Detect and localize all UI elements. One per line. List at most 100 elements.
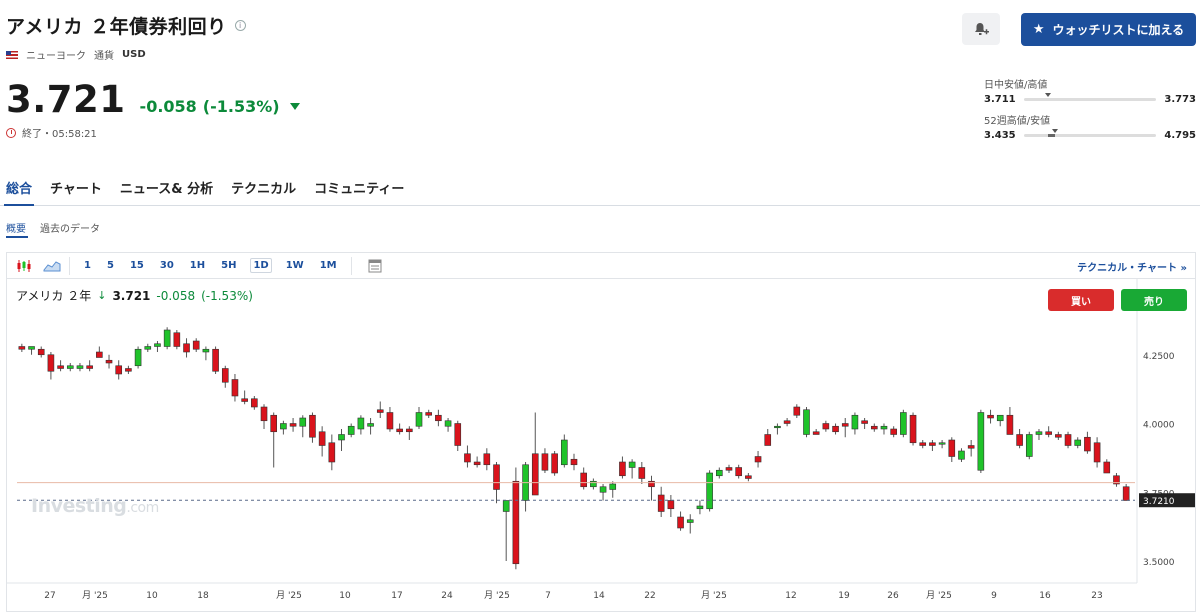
x-tick-label: 17 <box>391 591 402 601</box>
x-tick-label: 27 <box>44 591 55 601</box>
watchlist-button-label: ウォッチリストに加える <box>1052 23 1185 37</box>
tab-news-analysis[interactable]: ニュース& 分析 <box>119 182 214 197</box>
candle-body <box>493 464 500 490</box>
main-tabs: 総合 チャート ニュース& 分析 テクニカル コミュニティー <box>6 178 404 205</box>
timeframe-1w[interactable]: 1W <box>285 260 304 271</box>
candle-body <box>599 486 607 493</box>
candle-body <box>706 472 713 510</box>
down-arrow-icon <box>289 103 300 110</box>
tab-chart[interactable]: チャート <box>50 182 102 197</box>
timeframe-1[interactable]: 1 <box>84 260 91 271</box>
candle-body <box>66 365 74 369</box>
candle-body <box>386 412 394 430</box>
legend-change: -0.058 <box>156 288 196 303</box>
candle-body <box>996 414 1004 422</box>
candle-body <box>628 461 636 468</box>
subtab-historical-data[interactable]: 過去のデータ <box>40 224 100 235</box>
candle-body <box>473 461 481 466</box>
sub-tabs: 概要 過去のデータ <box>6 220 100 235</box>
timeframe-1d[interactable]: 1D <box>250 258 272 273</box>
day-high: 3.773 <box>1164 94 1196 105</box>
watermark-suffix: .com <box>126 500 159 516</box>
timeframe-15[interactable]: 15 <box>129 260 144 271</box>
candle-body <box>105 359 113 364</box>
candle-body <box>125 368 132 372</box>
candle-body <box>570 458 578 466</box>
subtab-summary[interactable]: 概要 <box>6 224 26 235</box>
table-view-icon[interactable] <box>364 257 386 275</box>
x-tick-label: 月 '25 <box>82 590 108 601</box>
candle-body <box>464 453 471 463</box>
tab-technical[interactable]: テクニカル <box>231 182 297 197</box>
candle-body <box>1074 439 1082 446</box>
candle-body <box>686 519 694 523</box>
active-tab-indicator <box>4 204 34 206</box>
candle-body <box>822 423 830 430</box>
x-tick-label: 22 <box>644 591 655 601</box>
x-tick-label: 14 <box>593 591 605 601</box>
candle-body <box>783 420 791 424</box>
candle-body <box>1035 431 1043 435</box>
candle-body <box>667 500 675 510</box>
current-price-tag-label: 3.7210 <box>1143 497 1175 507</box>
candle-body <box>502 500 510 512</box>
x-tick-label: 月 '25 <box>484 590 510 601</box>
day-range-bar <box>1023 93 1157 101</box>
change-percent: (-1.53%) <box>202 97 280 116</box>
add-alert-button[interactable] <box>962 13 1000 45</box>
x-tick-label: 16 <box>1039 591 1051 601</box>
candle-body <box>803 409 810 435</box>
y-tick-label: 4.2500 <box>1143 352 1175 362</box>
status-text: 終了・05:58:21 <box>22 129 97 140</box>
candle-body <box>328 442 336 463</box>
candle-body <box>958 450 965 460</box>
candle-body <box>774 425 781 429</box>
candle-body <box>183 343 190 353</box>
candle-body <box>18 346 26 350</box>
timeframe-1m[interactable]: 1M <box>319 260 337 271</box>
technical-chart-link[interactable]: テクニカル・チャート » <box>1077 263 1187 274</box>
chart-legend: アメリカ ２年 ↓ 3.721 -0.058 (-1.53%) <box>16 287 253 304</box>
candle-body <box>812 431 820 435</box>
candle-body <box>967 445 975 449</box>
x-tick-label: 10 <box>339 591 351 601</box>
candle-body <box>435 414 442 422</box>
candle-body <box>590 480 597 488</box>
buy-button[interactable]: 買い <box>1048 289 1114 311</box>
tab-community[interactable]: コミュニティー <box>314 182 405 197</box>
candlestick-type-icon[interactable] <box>13 257 35 275</box>
currency-code: USD <box>122 49 146 60</box>
candle-body <box>260 406 268 422</box>
candle-body <box>1122 486 1130 501</box>
candle-body <box>638 467 646 479</box>
legend-down-arrow-icon: ↓ <box>97 289 107 302</box>
timeframe-5h[interactable]: 5H <box>221 260 237 271</box>
info-icon[interactable]: i <box>234 20 246 31</box>
candle-body <box>115 365 123 375</box>
candle-body <box>716 469 723 477</box>
candle-body <box>512 480 520 565</box>
active-subtab-indicator <box>6 236 28 238</box>
sell-button[interactable]: 売り <box>1121 289 1187 311</box>
candle-body <box>861 420 868 424</box>
day-low: 3.711 <box>984 94 1016 105</box>
add-to-watchlist-button[interactable]: ★ ウォッチリストに加える <box>1021 13 1196 46</box>
candle-body <box>929 442 936 446</box>
tab-overview[interactable]: 総合 <box>6 182 33 197</box>
candle-body <box>425 412 432 416</box>
area-chart-type-icon[interactable] <box>41 257 63 275</box>
timeframe-30[interactable]: 30 <box>159 260 174 271</box>
day-range-marker <box>1044 93 1051 97</box>
candle-body <box>696 505 704 510</box>
candle-body <box>37 348 45 356</box>
chart-toolbar: 1 5 15 30 1H 5H 1D 1W 1M テクニカル・チャート » <box>7 253 1195 279</box>
x-tick-label: 12 <box>785 591 796 601</box>
52-week-range-marker <box>1051 129 1058 133</box>
candle-body <box>551 453 558 474</box>
candle-body <box>28 346 35 350</box>
timeframe-5[interactable]: 5 <box>106 260 114 271</box>
x-tick-label: 10 <box>146 591 158 601</box>
timeframe-1h[interactable]: 1H <box>189 260 206 271</box>
